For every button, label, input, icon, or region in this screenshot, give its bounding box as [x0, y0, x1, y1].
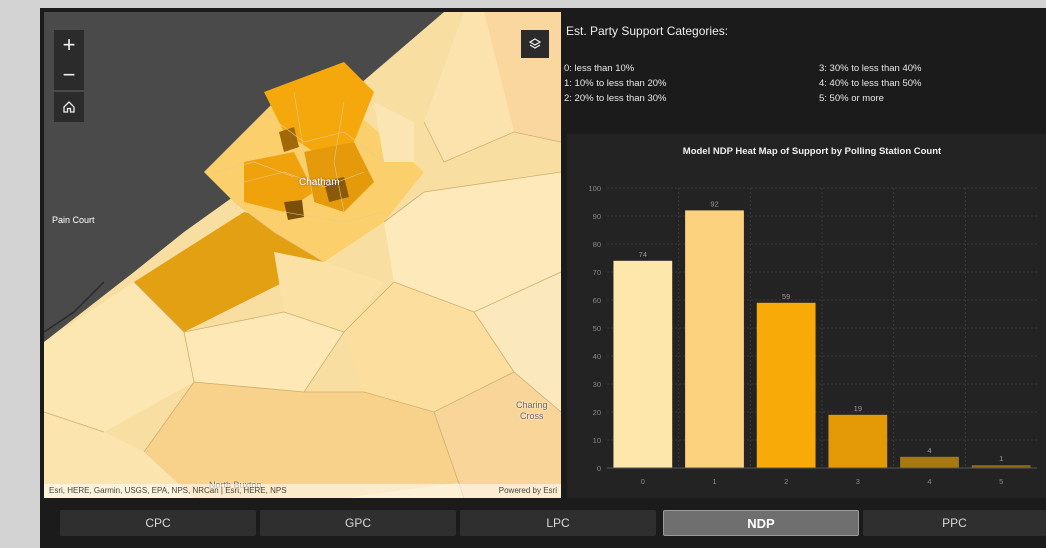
bar[interactable]	[900, 456, 959, 468]
zoom-in-button[interactable]: +	[54, 30, 84, 60]
powered-by-link[interactable]: Powered by Esri	[498, 486, 557, 495]
y-tick-label: 50	[593, 324, 601, 333]
layers-button[interactable]	[521, 30, 549, 58]
bar-value-label: 4	[927, 446, 931, 455]
bar-value-label: 59	[782, 292, 790, 301]
chart-title: Model NDP Heat Map of Support by Polling…	[683, 146, 942, 157]
app-window: + − Chatham Pain Court North Buxton Char…	[40, 8, 1046, 548]
y-tick-label: 10	[593, 436, 601, 445]
home-icon	[63, 101, 75, 113]
map-label-chatham: Chatham	[299, 177, 340, 188]
map-attribution: Esri, HERE, Garmin, USGS, EPA, NPS, NRCa…	[44, 484, 561, 498]
y-tick-label: 90	[593, 212, 601, 221]
y-tick-label: 100	[588, 184, 601, 193]
x-tick-label: 3	[856, 477, 860, 486]
bar[interactable]	[828, 414, 888, 468]
party-tabs: CPC GPC LPC NDP PPC	[60, 510, 1046, 538]
x-tick-label: 4	[927, 477, 931, 486]
chart-panel: Model NDP Heat Map of Support by Polling…	[567, 134, 1046, 498]
legend-item: 3: 30% to less than 40%	[819, 63, 922, 74]
bar[interactable]	[685, 210, 744, 468]
attribution-text[interactable]: Esri, HERE, Garmin, USGS, EPA, NPS, NRCa…	[49, 486, 287, 495]
bar-value-label: 92	[710, 199, 718, 208]
legend-title: Est. Party Support Categories:	[566, 24, 729, 38]
y-tick-label: 0	[597, 464, 601, 473]
legend-item: 1: 10% to less than 20%	[564, 78, 667, 89]
home-button[interactable]	[54, 92, 84, 122]
map-label-cross: Cross	[520, 411, 544, 421]
x-tick-label: 0	[641, 477, 645, 486]
bar[interactable]	[971, 465, 1031, 468]
y-tick-label: 40	[593, 352, 601, 361]
bar-chart: Model NDP Heat Map of Support by Polling…	[588, 146, 1037, 486]
map-label-charing: Charing	[516, 400, 548, 410]
map-label-pain-court: Pain Court	[52, 215, 95, 225]
x-tick-label: 5	[999, 477, 1003, 486]
legend-panel: Est. Party Support Categories: 0: less t…	[564, 8, 1046, 128]
zoom-out-button[interactable]: −	[54, 60, 84, 90]
tab-ndp[interactable]: NDP	[663, 510, 859, 536]
bar-value-label: 19	[854, 404, 862, 413]
y-tick-label: 30	[593, 380, 601, 389]
legend-item: 5: 50% or more	[819, 93, 884, 104]
bar-value-label: 1	[999, 454, 1003, 463]
map-base	[44, 12, 561, 498]
y-tick-label: 80	[593, 240, 601, 249]
y-tick-label: 70	[593, 268, 601, 277]
layers-icon	[528, 38, 542, 49]
tab-lpc[interactable]: LPC	[460, 510, 656, 536]
bar[interactable]	[613, 260, 673, 468]
bar-value-label: 74	[639, 250, 647, 259]
map-view[interactable]: + − Chatham Pain Court North Buxton Char…	[44, 12, 561, 498]
tab-ppc[interactable]: PPC	[863, 510, 1046, 536]
legend-item: 2: 20% to less than 30%	[564, 93, 667, 104]
y-tick-label: 60	[593, 296, 601, 305]
legend-item: 4: 40% to less than 50%	[819, 78, 922, 89]
tab-gpc[interactable]: GPC	[260, 510, 456, 536]
x-tick-label: 1	[712, 477, 716, 486]
x-tick-label: 2	[784, 477, 788, 486]
legend-item: 0: less than 10%	[564, 63, 635, 74]
y-tick-label: 20	[593, 408, 601, 417]
bar[interactable]	[756, 302, 816, 468]
tab-cpc[interactable]: CPC	[60, 510, 256, 536]
